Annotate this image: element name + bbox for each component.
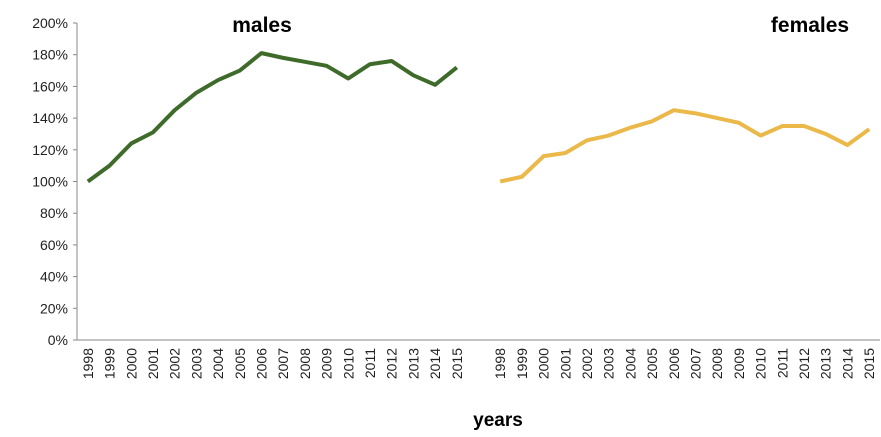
x-tick-label: 2015: [861, 348, 877, 379]
y-tick-label: 40%: [40, 269, 68, 285]
x-tick-label: 2010: [340, 348, 356, 379]
y-tick-label: 160%: [32, 78, 68, 94]
x-tick-label: 2001: [145, 348, 161, 379]
y-tick-label: 180%: [32, 47, 68, 63]
x-tick-label: 2014: [839, 348, 855, 379]
x-tick-label: 2008: [709, 348, 725, 379]
x-tick-label: 2006: [253, 348, 269, 379]
y-tick-label: 200%: [32, 15, 68, 31]
x-axis-label: years: [473, 410, 523, 431]
y-tick-label: 80%: [40, 205, 68, 221]
x-tick-label: 2006: [666, 348, 682, 379]
x-tick-label: 2007: [688, 348, 704, 379]
x-tick-label: 1999: [514, 348, 530, 379]
x-tick-label: 2008: [297, 348, 313, 379]
x-tick-label: 1998: [80, 348, 96, 379]
series-line: [499, 108, 871, 184]
x-tick-label: 2005: [644, 348, 660, 379]
x-tick-label: 2010: [753, 348, 769, 379]
x-tick-label: 2003: [188, 348, 204, 379]
y-tick-label: 120%: [32, 142, 68, 158]
series-line: [86, 51, 459, 184]
x-tick-label: 2013: [818, 348, 834, 379]
x-tick-label: 2001: [557, 348, 573, 379]
x-tick-label: 2013: [405, 348, 421, 379]
x-tick-label: 2002: [579, 348, 595, 379]
x-tick-label: 2002: [167, 348, 183, 379]
x-tick-label: 1998: [492, 348, 508, 379]
x-tick-label: 2011: [362, 348, 378, 378]
series-label: females: [771, 14, 849, 37]
x-tick-label: 2009: [319, 348, 335, 379]
x-tick-label: 2007: [275, 348, 291, 379]
series-label: males: [232, 14, 292, 37]
x-tick-label: 2012: [384, 348, 400, 379]
x-tick-label: 2005: [232, 348, 248, 379]
x-tick-label: 2004: [622, 348, 638, 379]
x-tick-label: 2000: [123, 348, 139, 379]
x-tick-label: 1999: [102, 348, 118, 379]
x-tick-label: 2003: [601, 348, 617, 379]
x-tick-label: 2000: [536, 348, 552, 379]
x-tick-label: 2014: [427, 348, 443, 379]
x-tick-label: 2004: [210, 348, 226, 379]
x-tick-label: 2011: [774, 348, 790, 378]
x-tick-label: 2009: [731, 348, 747, 379]
y-tick-label: 60%: [40, 237, 68, 253]
x-tick-label: 2012: [796, 348, 812, 379]
y-tick-label: 20%: [40, 300, 68, 316]
y-tick-label: 100%: [32, 174, 68, 190]
y-tick-label: 140%: [32, 110, 68, 126]
y-tick-label: 0%: [48, 332, 68, 348]
x-tick-label: 2015: [449, 348, 465, 379]
